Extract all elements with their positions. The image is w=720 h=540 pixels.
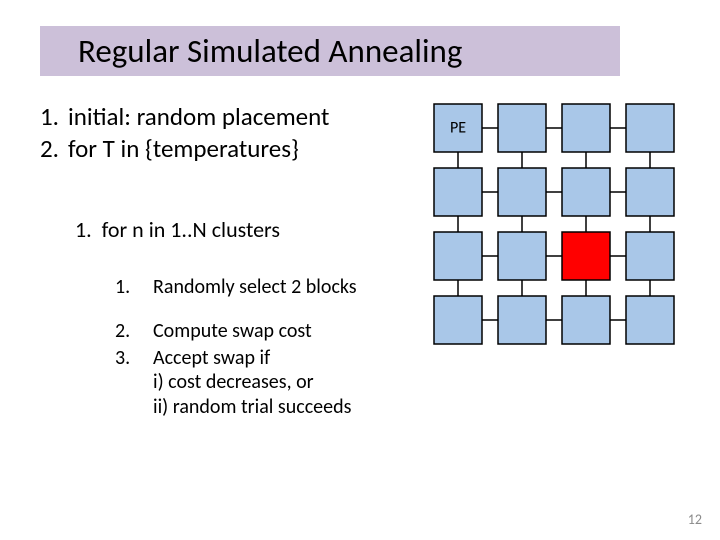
list-text: Randomly select 2 blocks <box>153 275 357 299</box>
grid-cell <box>626 168 674 216</box>
sub-list-2: 1. Randomly select 2 blocks 2. Compute s… <box>115 275 357 439</box>
list-text: Accept swap ifi) cost decreases, orii) r… <box>153 346 351 419</box>
grid-svg: PE <box>430 100 678 348</box>
list-item: 2. Compute swap cost <box>115 319 357 343</box>
list-item: 1. Randomly select 2 blocks <box>115 275 357 299</box>
list-number: 1. <box>115 275 153 299</box>
list-item: 2.for T in {temperatures} <box>40 134 400 164</box>
grid-cell <box>626 104 674 152</box>
list-text: initial: random placement <box>68 101 329 132</box>
list-text: Compute swap cost <box>153 319 312 343</box>
grid-cell <box>562 104 610 152</box>
page-number: 12 <box>688 511 702 528</box>
list-number: 2. <box>115 319 153 343</box>
grid-cell <box>562 296 610 344</box>
grid-cell <box>498 232 546 280</box>
grid-cell <box>498 104 546 152</box>
title-bar: Regular Simulated Annealing <box>40 26 620 76</box>
main-list: 1.initial: random placement 2.for T in {… <box>40 102 400 166</box>
grid-cell <box>498 296 546 344</box>
grid-cell-highlight <box>562 232 610 280</box>
grid-cell <box>562 168 610 216</box>
grid-cell <box>626 232 674 280</box>
grid-cell <box>626 296 674 344</box>
grid-cell <box>434 168 482 216</box>
sub-list-1: 1. for n in 1..N clusters <box>75 216 280 243</box>
pe-grid-diagram: PE <box>430 100 690 353</box>
list-number: 1. <box>40 102 68 132</box>
list-text: for n in 1..N clusters <box>102 216 280 243</box>
list-number: 2. <box>40 134 68 164</box>
list-number: 1. <box>75 216 92 243</box>
grid-cell <box>434 296 482 344</box>
list-text: for T in {temperatures} <box>68 133 299 164</box>
list-item: 3. Accept swap ifi) cost decreases, orii… <box>115 346 357 419</box>
list-number: 3. <box>115 346 153 419</box>
list-item: 1.initial: random placement <box>40 102 400 132</box>
slide-title: Regular Simulated Annealing <box>78 31 462 71</box>
grid-cell <box>434 232 482 280</box>
pe-label: PE <box>450 119 466 138</box>
grid-cell <box>498 168 546 216</box>
